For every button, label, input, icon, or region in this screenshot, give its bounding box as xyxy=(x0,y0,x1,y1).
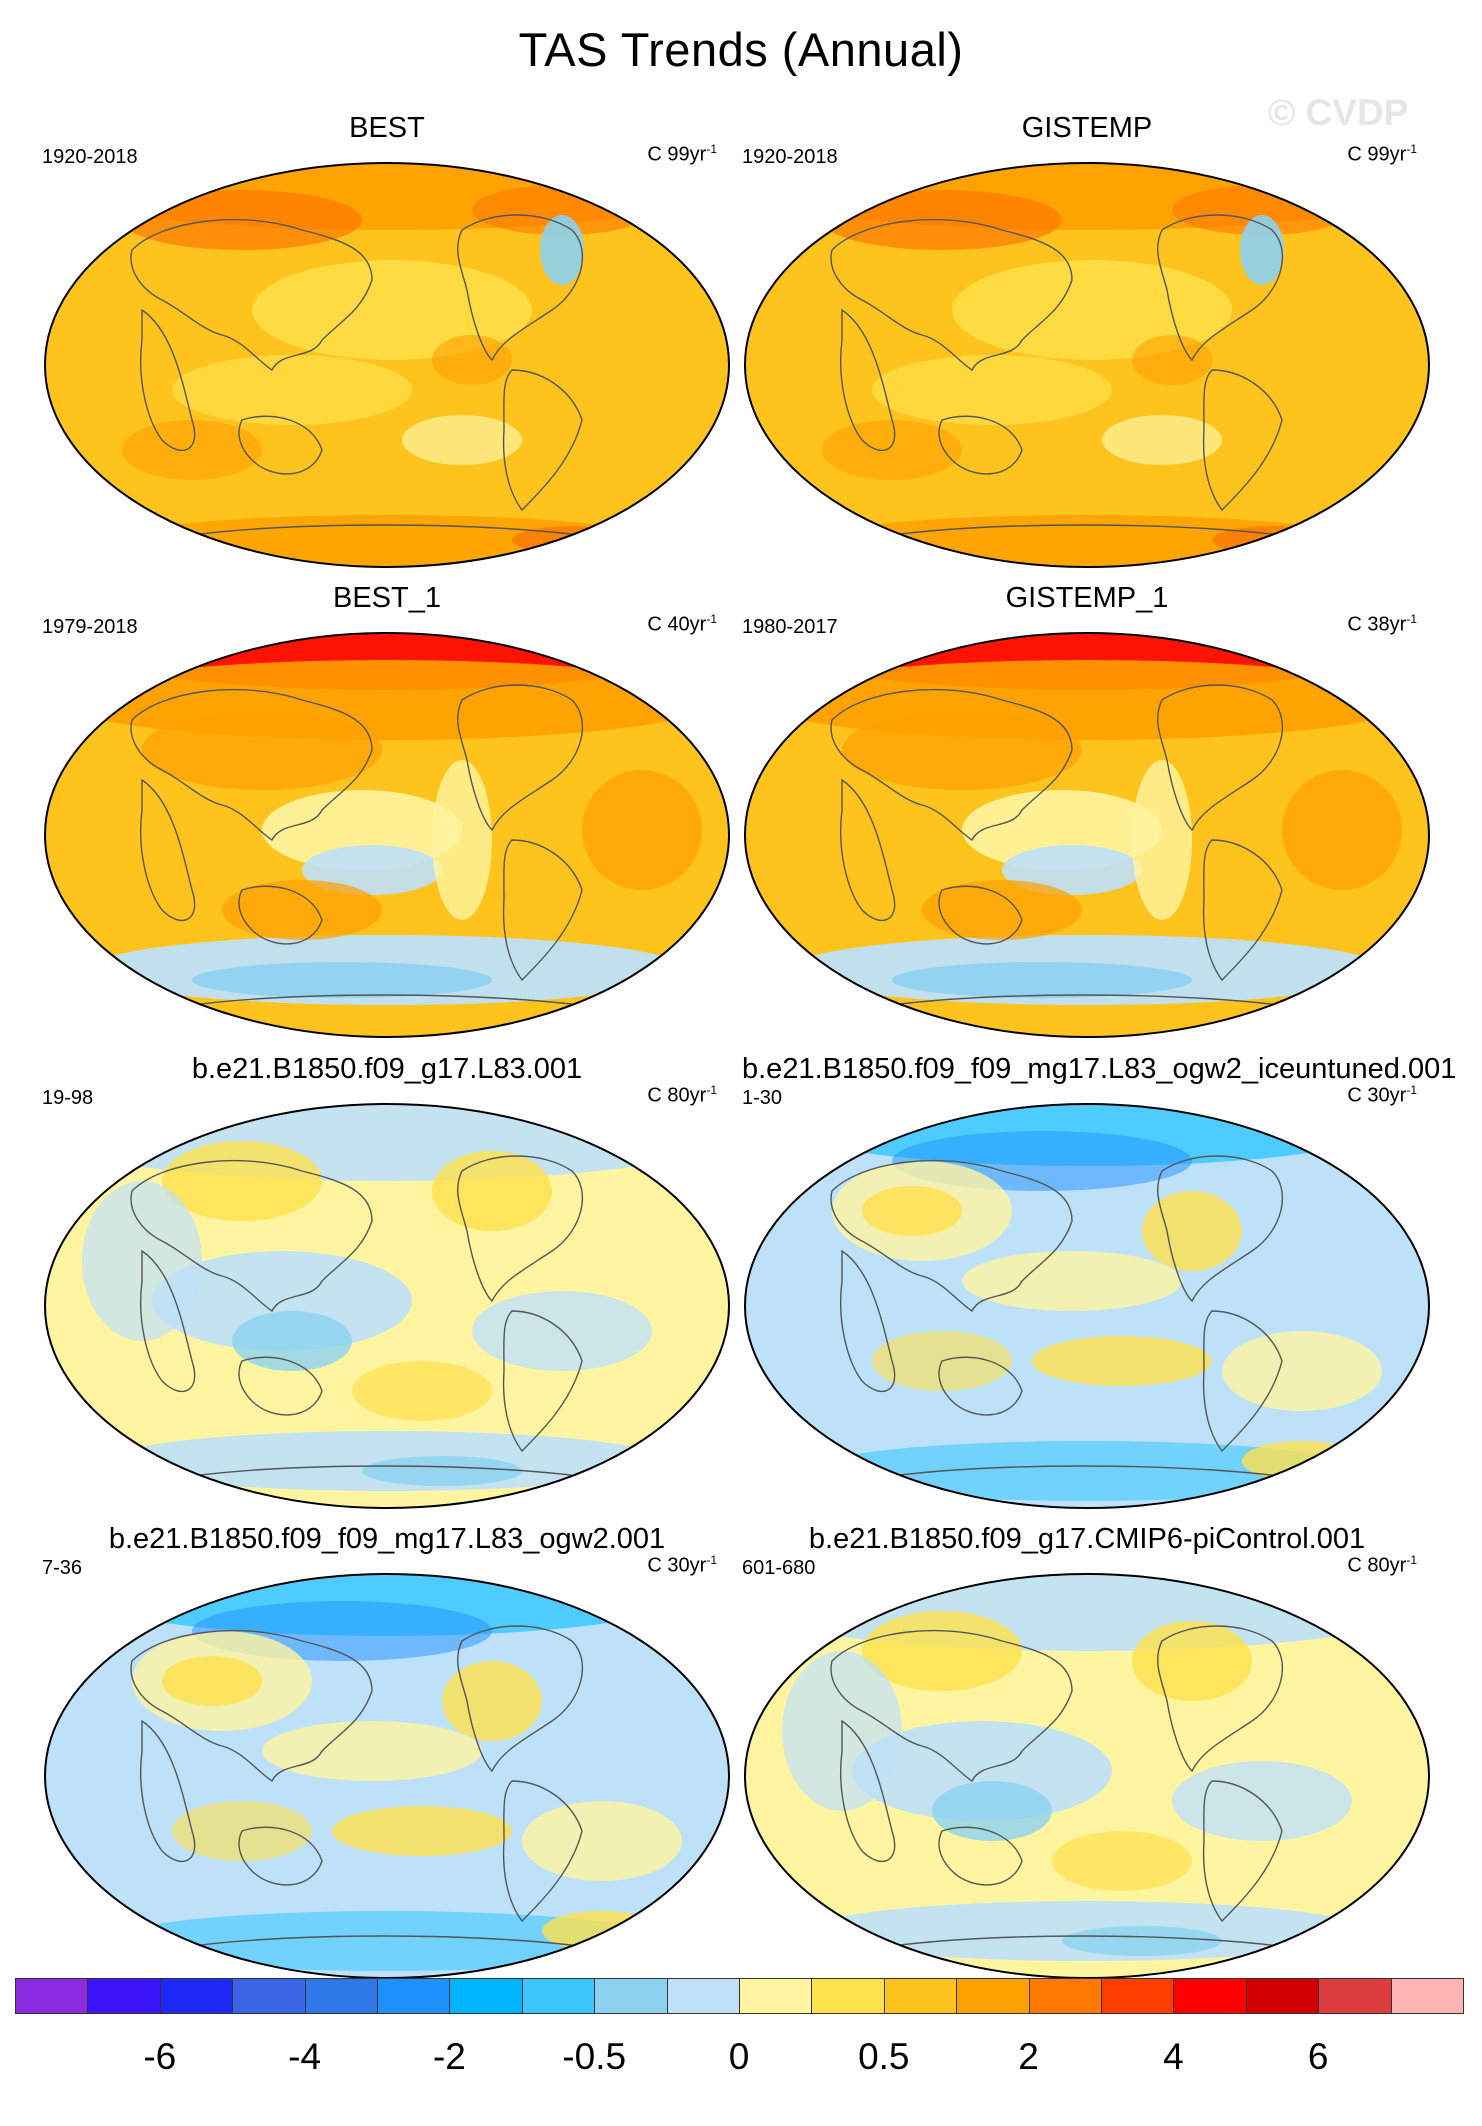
trend-map xyxy=(44,1573,730,1979)
map-panel: b.e21.B1850.f09_f09_mg17.L83_ogw2.001 7-3… xyxy=(42,1523,732,1979)
colorbar-tick-label: -6 xyxy=(143,2036,177,2077)
units-label: C 38yr-1 xyxy=(1347,612,1417,636)
units-label: C 99yr-1 xyxy=(647,142,717,166)
period-label: 19-98 xyxy=(42,1087,94,1109)
period-label: 1979-2018 xyxy=(42,616,138,638)
map-panel: BEST 1920-2018 C 99yr-1 xyxy=(42,112,732,568)
trend-map xyxy=(744,1573,1430,1979)
colorbar-swatch xyxy=(232,1978,306,2014)
trend-map xyxy=(44,632,730,1038)
map-panel: BEST_1 1979-2018 C 40yr-1 xyxy=(42,582,732,1038)
colorbar-swatch xyxy=(87,1978,161,2014)
colorbar-swatch xyxy=(594,1978,668,2014)
units-label: C 80yr-1 xyxy=(647,1083,717,1107)
units-label: C 80yr-1 xyxy=(1347,1553,1417,1577)
colorbar-swatch xyxy=(1390,1978,1464,2014)
units-label: C 99yr-1 xyxy=(1347,142,1417,166)
colorbar-swatch xyxy=(1173,1978,1247,2014)
units-label: C 30yr-1 xyxy=(647,1553,717,1577)
period-label: 1920-2018 xyxy=(42,146,138,168)
panel-title: b.e21.B1850.f09_g17.L83.001 xyxy=(191,1053,583,1085)
colorbar-swatch xyxy=(449,1978,523,2014)
trend-map xyxy=(744,632,1430,1038)
colorbar-swatch xyxy=(811,1978,885,2014)
cvdp-watermark: © CVDP xyxy=(1268,92,1409,133)
panel-title: BEST_1 xyxy=(333,582,441,614)
colorbar-swatch xyxy=(159,1978,234,2014)
period-label: 1980-2017 xyxy=(742,616,838,638)
trend-map xyxy=(44,162,730,568)
colorbar-tick-label: -0.5 xyxy=(562,2036,627,2077)
panel-title: b.e21.B1850.f09_f09_mg17.L83_ogw2.001 xyxy=(108,1523,666,1555)
panel-title: b.e21.B1850.f09_f09_mg17.L83_ogw2_iceunt… xyxy=(742,1053,1457,1085)
period-label: 7-36 xyxy=(42,1557,83,1579)
panel-title: b.e21.B1850.f09_g17.CMIP6-piControl.001 xyxy=(808,1523,1366,1555)
colorbar-tick-label: 4 xyxy=(1163,2036,1184,2077)
map-panel: b.e21.B1850.f09_f09_mg17.L83_ogw2_iceunt… xyxy=(742,1053,1457,1509)
colorbar-swatch xyxy=(1245,1978,1320,2014)
colorbar-swatch xyxy=(15,1978,89,2014)
colorbar-tick-label: 2 xyxy=(1018,2036,1039,2077)
panel-title: GISTEMP xyxy=(1021,112,1153,144)
colorbar-swatch xyxy=(739,1978,813,2014)
colorbar xyxy=(15,1978,1464,2014)
panel-title: BEST xyxy=(349,112,425,144)
trend-map xyxy=(744,162,1430,568)
colorbar-swatch xyxy=(956,1978,1030,2014)
trend-map xyxy=(744,1103,1430,1509)
period-label: 601-680 xyxy=(742,1557,816,1579)
period-label: 1-30 xyxy=(742,1087,783,1109)
trend-map xyxy=(44,1103,730,1509)
colorbar-tick-label: 0.5 xyxy=(858,2036,910,2077)
map-panel: GISTEMP_1 1980-2017 C 38yr-1 xyxy=(742,582,1432,1038)
colorbar-swatch xyxy=(521,1978,596,2014)
colorbar-swatch xyxy=(377,1978,451,2014)
units-label: C 30yr-1 xyxy=(1347,1083,1417,1107)
map-panel: b.e21.B1850.f09_g17.L83.001 19-98 C 80yr-1 xyxy=(42,1053,732,1509)
colorbar-tick-label: 0 xyxy=(728,2036,750,2077)
panel-title: GISTEMP_1 xyxy=(1005,582,1169,614)
colorbar-swatch xyxy=(1028,1978,1102,2014)
figure-title: TAS Trends (Annual) xyxy=(518,23,964,76)
colorbar-swatch xyxy=(883,1978,958,2014)
colorbar-swatch xyxy=(304,1978,378,2014)
colorbar-tick-label: 6 xyxy=(1307,2036,1329,2077)
period-label: 1920-2018 xyxy=(742,146,838,168)
colorbar-tick-label: -4 xyxy=(288,2036,322,2077)
colorbar-swatch xyxy=(1101,1978,1175,2014)
map-panel: GISTEMP 1920-2018 C 99yr-1 xyxy=(742,112,1432,568)
colorbar-tick-label: -2 xyxy=(432,2036,466,2077)
units-label: C 40yr-1 xyxy=(647,612,717,636)
map-panel: b.e21.B1850.f09_g17.CMIP6-piControl.001 6… xyxy=(742,1523,1432,1979)
colorbar-swatch xyxy=(666,1978,740,2014)
colorbar-swatch xyxy=(1318,1978,1392,2014)
